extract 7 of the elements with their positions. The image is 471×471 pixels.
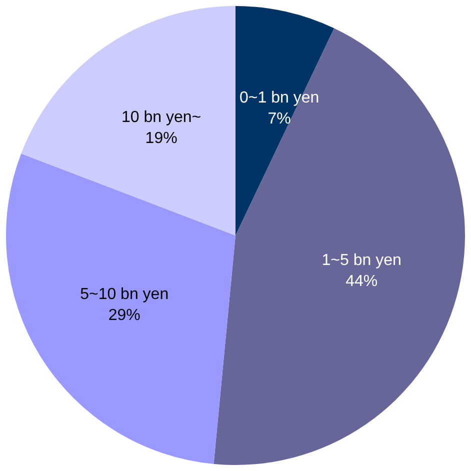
slice-label: 1~5 bn yen xyxy=(322,252,402,269)
data-label: 44% xyxy=(346,272,378,290)
data-label: 19% xyxy=(145,130,178,148)
data-label: 7% xyxy=(268,110,291,128)
data-label: 29% xyxy=(108,306,140,324)
slice-label: 10 bn yen~ xyxy=(122,109,202,126)
slice-label: 5~10 bn yen xyxy=(80,286,169,303)
